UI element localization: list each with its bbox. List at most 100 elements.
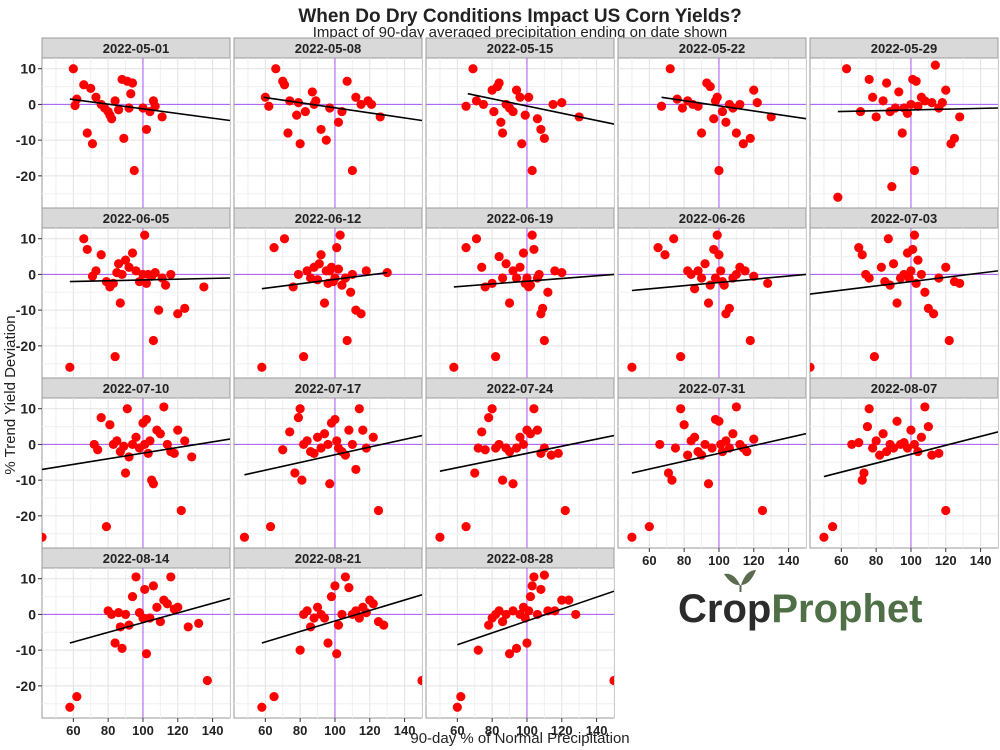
panel-label: 2022-08-21 [295, 551, 362, 566]
data-point [944, 335, 954, 346]
data-point [749, 85, 759, 95]
data-point [538, 303, 548, 313]
data-point [127, 78, 138, 88]
data-point [120, 255, 131, 265]
data-point [491, 351, 501, 362]
data-point [283, 128, 293, 138]
trend-line [661, 96, 806, 120]
data-point [159, 402, 169, 412]
data-point [864, 74, 874, 85]
data-point [522, 638, 532, 648]
data-point [536, 124, 546, 135]
data-point [703, 298, 714, 308]
data-point [696, 273, 707, 283]
trend-line [261, 271, 388, 290]
data-point [335, 230, 345, 240]
x-tick-label: 60 [66, 723, 80, 738]
data-point [239, 532, 250, 542]
panel-label: 2022-06-05 [103, 211, 170, 226]
data-point [763, 278, 773, 288]
data-point [546, 450, 556, 460]
panel-label: 2022-05-15 [487, 41, 554, 56]
data-point [330, 581, 340, 591]
data-point [930, 60, 940, 70]
data-point [497, 128, 508, 138]
x-tick-label: 100 [132, 723, 154, 738]
data-point [508, 266, 518, 276]
data-point [714, 250, 724, 260]
data-point [325, 479, 335, 489]
y-tick-label: -10 [16, 472, 36, 488]
trend-line [69, 277, 230, 283]
data-point [534, 269, 544, 280]
data-point [857, 250, 867, 260]
data-point [319, 429, 330, 439]
panel-label: 2022-07-17 [295, 381, 362, 396]
data-point [105, 420, 115, 430]
x-tick-label: 60 [450, 723, 464, 738]
trend-line [631, 432, 806, 474]
data-point [368, 432, 378, 442]
data-point [473, 645, 483, 655]
data-point [122, 404, 132, 414]
data-point [749, 434, 759, 444]
x-tick-label: 80 [677, 553, 691, 568]
data-point [342, 335, 352, 346]
data-point [148, 479, 159, 489]
data-point [539, 570, 549, 580]
data-point [302, 436, 312, 446]
panel: 2022-07-10 10 0 -10 -20 [16, 377, 231, 549]
data-point [351, 464, 361, 475]
data-point [148, 581, 159, 591]
y-tick-label: -20 [16, 678, 36, 694]
data-point [309, 613, 319, 623]
data-point [742, 446, 752, 457]
data-point [354, 404, 364, 414]
data-point [326, 262, 337, 272]
data-point [527, 230, 537, 240]
data-point [112, 436, 122, 446]
data-point [892, 416, 902, 426]
data-point [906, 99, 916, 110]
data-point [731, 128, 741, 138]
data-point [550, 266, 560, 276]
data-point [199, 282, 209, 292]
data-point [927, 98, 937, 108]
data-point [373, 505, 384, 516]
data-point [101, 521, 112, 532]
data-point [868, 443, 878, 453]
data-point [344, 583, 354, 593]
data-point [323, 439, 333, 450]
panel: 2022-07-03 [809, 207, 999, 379]
data-point [511, 443, 522, 453]
data-point [833, 192, 843, 202]
chart-subtitle: Impact of 90-day averaged precipitation … [313, 24, 727, 41]
data-point [257, 702, 267, 712]
panel-label: 2022-07-24 [487, 381, 554, 396]
data-point [909, 165, 920, 176]
x-tick-label: 100 [516, 723, 538, 738]
data-point [484, 413, 494, 423]
data-point [676, 351, 686, 362]
data-point [119, 441, 129, 451]
data-point [166, 572, 176, 582]
brand-logo: CropProphet [678, 570, 922, 631]
y-tick-label: -10 [16, 302, 36, 318]
data-point [904, 273, 914, 283]
data-point [564, 595, 574, 605]
data-point [316, 443, 326, 453]
data-point [665, 64, 675, 74]
data-point [663, 468, 674, 478]
data-point [131, 432, 141, 442]
data-point [138, 613, 148, 623]
panel-label: 2022-08-07 [871, 381, 938, 396]
trend-line [837, 107, 998, 113]
data-point [470, 468, 480, 478]
data-point [461, 101, 471, 111]
panel-plot-area [41, 397, 231, 549]
data-point [515, 262, 525, 272]
panel-label: 2022-07-10 [103, 381, 170, 396]
data-point [859, 468, 869, 478]
data-point [529, 572, 539, 582]
data-point [677, 103, 688, 113]
